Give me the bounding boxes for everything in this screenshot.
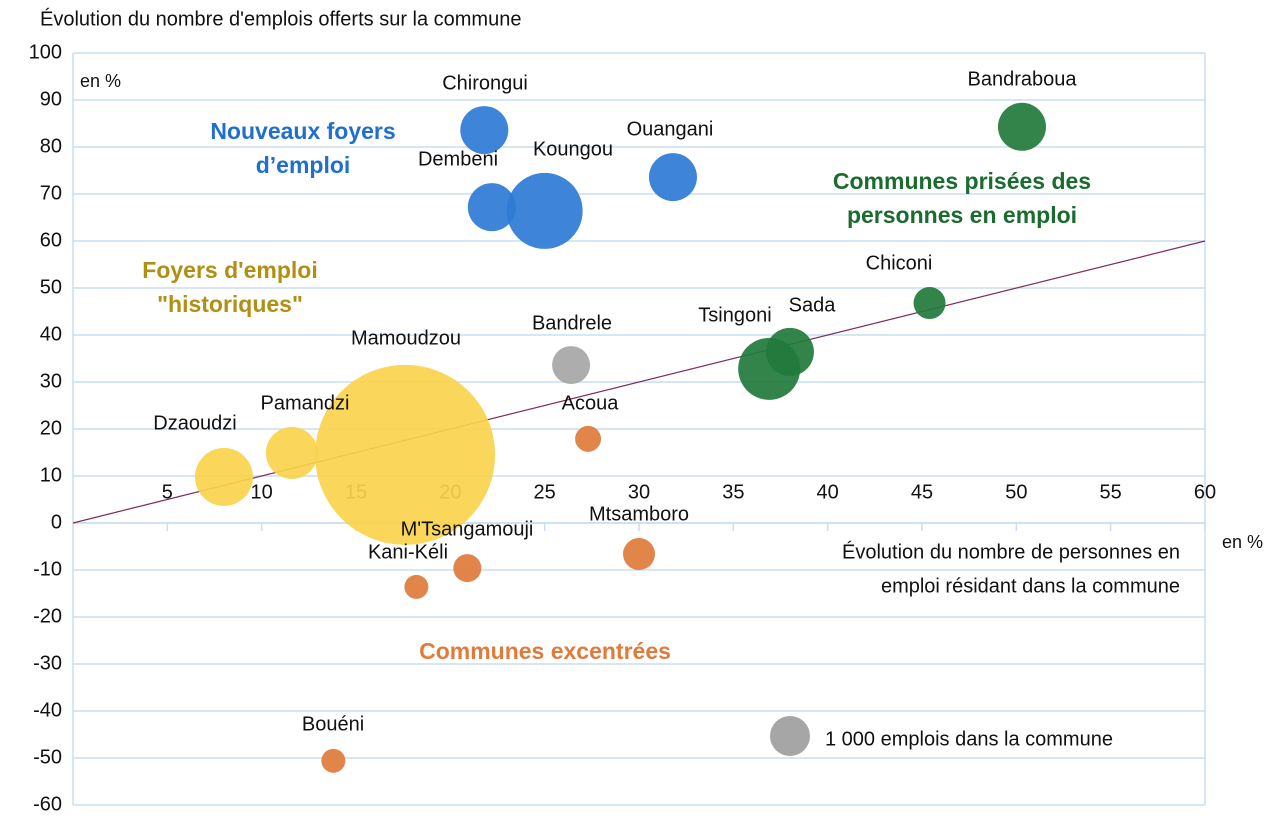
x-tick-label: 60 [1194,481,1216,503]
y-tick-label: 20 [40,417,62,439]
group-annotation: Communes prisées des [833,168,1091,194]
group-annotation: Communes excentrées [419,638,671,664]
bubble-label: Dembeni [418,148,498,170]
size-legend-bubble [770,716,810,756]
x-tick-label: 55 [1100,481,1122,503]
y-tick-label: -20 [33,605,62,627]
bubble-label: Koungou [533,138,613,160]
bubble-label: Kani-Kéli [368,541,448,563]
bubble [194,447,253,506]
y-tick-label: 60 [40,229,62,251]
bubble-label: Bandrele [532,312,612,334]
bubble [552,346,591,385]
x-tick-label: 30 [628,481,650,503]
y-tick-label: 100 [29,41,62,63]
bubble [506,172,583,249]
x-label: emploi résidant dans la commune [881,575,1180,597]
bubble [265,426,318,479]
bubble-label: Sada [789,294,837,316]
x-tick-label: 10 [251,481,273,503]
bubble [648,153,697,202]
bubble-label: Bouéni [302,713,364,735]
group-annotation: Foyers d'emploi [142,257,317,283]
x-tick-label: 40 [817,481,839,503]
y-tick-label: 90 [40,88,62,110]
bubble [467,183,516,232]
group-annotation: Nouveaux foyers [210,118,395,144]
reference-line [72,240,1206,524]
bubble-label: Bandraboua [968,68,1078,90]
group-annotation: personnes en emploi [847,202,1077,228]
bubble [315,364,496,545]
bubble-label: Chirongui [442,72,528,94]
x-tick-label: 35 [722,481,744,503]
bubble-label: Dzaoudzi [153,412,236,434]
y-tick-label: -10 [33,558,62,580]
x-tick-label: 25 [534,481,556,503]
bubble [404,574,429,599]
y-tick-label: -30 [33,652,62,674]
y-unit: en % [80,71,121,91]
bubble [997,102,1046,151]
y-tick-label: -50 [33,746,62,768]
bubble-label: Mtsamboro [589,503,689,525]
bubble-label: Pamandzi [261,392,350,414]
y-tick-label: 0 [51,511,62,533]
y-tick-label: 30 [40,370,62,392]
bubble [575,425,602,452]
x-tick-label: 45 [911,481,933,503]
y-tick-label: 70 [40,182,62,204]
x-tick-label: 50 [1005,481,1027,503]
bubble [460,106,509,155]
bubble-label: Ouangani [627,118,714,140]
bubble [913,287,946,320]
y-tick-label: -60 [33,793,62,815]
x-tick-label: 5 [162,481,173,503]
bubble-label: Tsingoni [698,304,771,326]
y-tick-label: 50 [40,276,62,298]
group-annotation: "historiques" [157,291,303,317]
x-label: Évolution du nombre de personnes en [842,540,1180,563]
bubble [321,748,346,773]
bubble-label: Chiconi [866,252,933,274]
group-annotation: d’emploi [256,152,351,178]
x-unit: en % [1222,532,1263,552]
y-tick-label: 10 [40,464,62,486]
bubble [453,554,482,583]
y-tick-label: -40 [33,699,62,721]
bubble [623,538,655,571]
bubble [738,337,801,400]
size-legend-label: 1 000 emplois dans la commune [825,728,1113,750]
bubble-label: Acoua [562,392,620,414]
bubble-label: M'Tsangamouji [401,518,534,540]
bubble-label: Mamoudzou [351,327,461,349]
y-tick-label: 80 [40,135,62,157]
y-tick-label: 40 [40,323,62,345]
chart-title: Évolution du nombre d'emplois offerts su… [40,7,521,30]
